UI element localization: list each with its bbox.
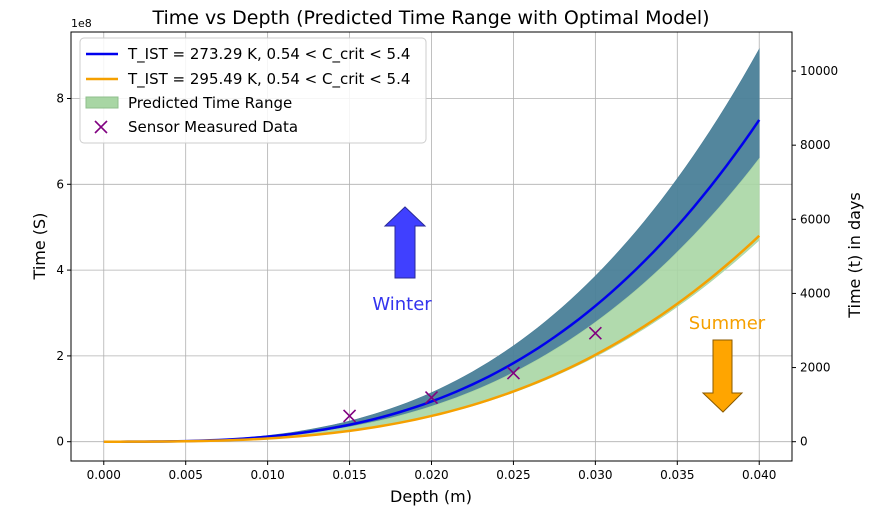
- y-right-tick-label-1: 2000: [800, 361, 831, 375]
- sensor-point-0-stroke-b: [343, 409, 357, 423]
- x-tick-label-3: 0.015: [332, 468, 366, 482]
- sensor-point-3: [588, 326, 602, 340]
- y-right-tick-label-0: 0: [800, 435, 808, 449]
- sensor-point-1-stroke-b: [424, 390, 439, 405]
- winter-up-arrow: [383, 206, 427, 279]
- series-line-1: [103, 234, 761, 443]
- x-tick-label-1: 0.005: [169, 468, 203, 482]
- y-tick-label-3: 6: [56, 177, 64, 191]
- axis-ticks: 0.000 0.005 0.010 0.015 0.020 0.025 0.030 0.035…: [56, 64, 838, 482]
- y-right-tick-label-5: 10000: [800, 64, 838, 78]
- sensor-point-1: [424, 390, 439, 405]
- y-tick-label-0: 0: [56, 435, 64, 449]
- x-tick-label-7: 0.035: [660, 468, 694, 482]
- chart-title: Time vs Depth (Predicted Time Range with…: [151, 7, 709, 29]
- sensor-point-2: [506, 366, 520, 380]
- sensor-point-2-stroke-b: [506, 366, 520, 380]
- legend-label-winter-line: T_IST = 273.29 K, 0.54 < C_crit < 5.4: [127, 45, 410, 64]
- winter-label: Winter: [372, 294, 432, 315]
- legend-box: [79, 37, 427, 144]
- x-tick-label-6: 0.030: [578, 468, 612, 482]
- y-offset-label: 1e8: [71, 17, 92, 30]
- x-tick-label-4: 0.020: [414, 468, 448, 482]
- legend-swatch-predicted-range: [85, 96, 119, 109]
- summer-down-arrow: [701, 339, 744, 413]
- x-tick-label-2: 0.010: [250, 468, 284, 482]
- summer-annotation: Summer: [689, 313, 766, 413]
- x-tick-label-5: 0.025: [496, 468, 530, 482]
- legend: T_IST = 273.29 K, 0.54 < C_crit < 5.4 T_…: [79, 37, 427, 144]
- y-right-tick-label-2: 4000: [800, 286, 831, 300]
- summer-label: Summer: [689, 313, 766, 334]
- y-axis-label: Time (S): [30, 213, 49, 281]
- series-lines: [103, 119, 761, 443]
- sensor-points: [343, 326, 602, 423]
- x-axis-label: Depth (m): [390, 487, 472, 506]
- y-tick-label-4: 8: [56, 91, 64, 105]
- legend-label-sensor-data: Sensor Measured Data: [128, 118, 298, 136]
- legend-label-summer-line: T_IST = 295.49 K, 0.54 < C_crit < 5.4: [127, 70, 410, 89]
- legend-label-predicted-range: Predicted Time Range: [128, 94, 292, 112]
- y-right-tick-label-3: 6000: [800, 212, 831, 226]
- x-tick-label-0: 0.000: [87, 468, 121, 482]
- sensor-point-3-stroke-b: [588, 326, 602, 340]
- winter-annotation: Winter: [372, 206, 432, 315]
- x-tick-label-8: 0.040: [742, 468, 776, 482]
- legend-swatch-sensor-data: [94, 120, 108, 134]
- y-tick-label-2: 4: [56, 263, 64, 277]
- sensor-point-0: [343, 409, 357, 423]
- y-tick-label-1: 2: [56, 349, 64, 363]
- y-right-tick-label-4: 8000: [800, 138, 831, 152]
- y-right-axis-label: Time (t) in days: [845, 192, 864, 319]
